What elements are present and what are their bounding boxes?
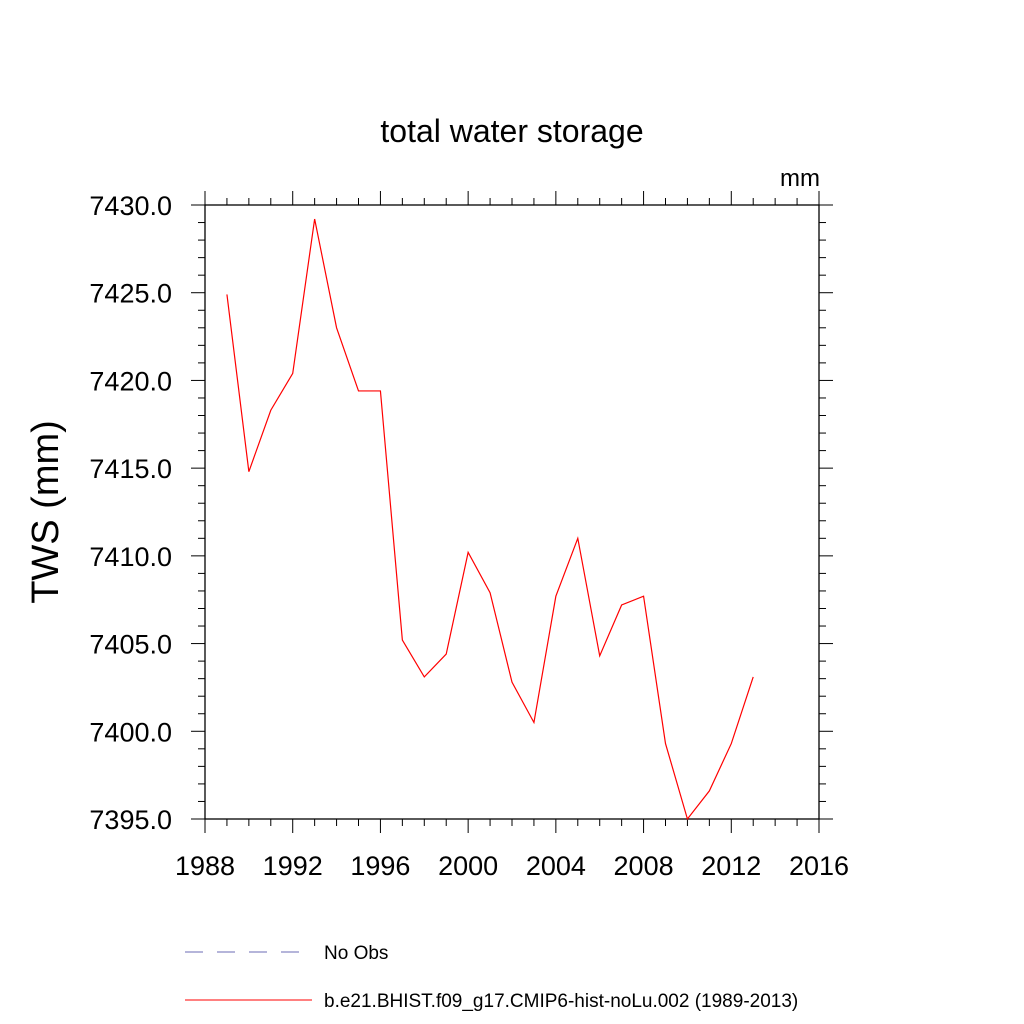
axis-ticks	[191, 191, 833, 833]
x-tick-label: 1992	[263, 851, 323, 881]
y-tick-label: 7405.0	[89, 630, 172, 660]
data-series	[226, 218, 754, 821]
plot-frame	[204, 204, 820, 820]
y-tick-label: 7420.0	[89, 366, 172, 396]
x-tick-labels: 1988 1992 1996 2000 2004 2008 2012 2016	[175, 851, 849, 881]
x-tick-label: 2004	[526, 851, 586, 881]
y-axis-label: TWS (mm)	[25, 420, 67, 604]
x-tick-label: 2000	[438, 851, 498, 881]
x-tick-label: 2016	[789, 851, 849, 881]
x-tick-label: 2008	[614, 851, 674, 881]
chart-title: total water storage	[380, 113, 643, 149]
y-tick-label: 7430.0	[89, 191, 172, 221]
x-tick-label: 1996	[350, 851, 410, 881]
series-line	[226, 218, 754, 821]
units-label: mm	[780, 165, 820, 192]
legend-label: No Obs	[324, 943, 388, 964]
y-tick-label: 7410.0	[89, 542, 172, 572]
x-tick-label: 1988	[175, 851, 235, 881]
x-tick-label: 2012	[701, 851, 761, 881]
y-tick-label: 7395.0	[89, 805, 172, 835]
y-tick-label: 7400.0	[89, 717, 172, 747]
legend: No Obs b.e21.BHIST.f09_g17.CMIP6-hist-noL…	[185, 943, 798, 1012]
y-tick-label: 7415.0	[89, 454, 172, 484]
y-tick-labels: 7395.0 7400.0 7405.0 7410.0 7415.0 7420.0 7425…	[89, 191, 172, 835]
legend-label: b.e21.BHIST.f09_g17.CMIP6-hist-noLu.002 …	[324, 991, 798, 1012]
y-tick-label: 7425.0	[89, 279, 172, 309]
